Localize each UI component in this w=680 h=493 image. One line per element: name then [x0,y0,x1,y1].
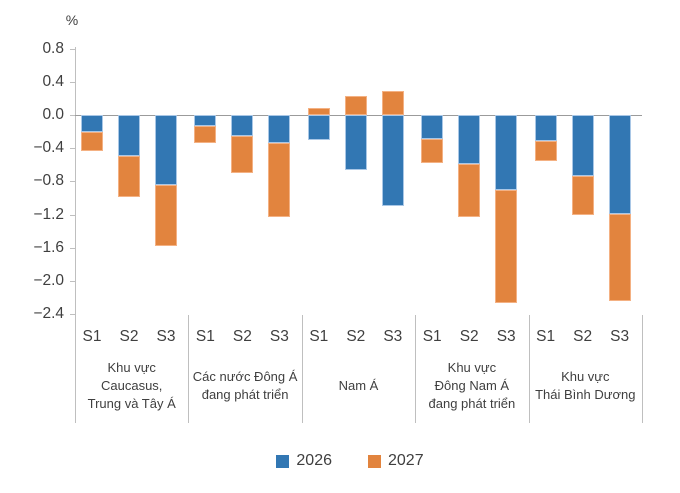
y-tick-mark [70,247,75,249]
group-separator [642,315,643,423]
group-label-line: Khu vực [561,369,610,384]
group-label-line: Khu vực [107,360,156,375]
subcat-label-s3: S3 [156,328,176,345]
y-tick-label: 0.0 [42,106,64,123]
group-label-4: Khu vực Đông Nam Á đang phát triển [415,358,528,414]
bar-segment-2026-g4-s2 [458,115,481,164]
bar-segment-2026-g4-s3 [495,115,518,190]
group-label-1: Khu vực Caucasus, Trung và Tây Á [75,358,188,414]
subcat-label-s3: S3 [496,328,516,345]
bar-segment-2026-g5-s1 [534,115,557,141]
group-separator [188,315,190,423]
y-tick-mark [70,148,75,150]
bar-segment-2027-g4-s2 [458,163,481,218]
bar-segment-2026-g2-s3 [268,115,291,144]
subcat-label-s1: S1 [82,328,102,345]
legend-item-2027: 2027 [368,452,424,470]
bar-segment-2027-g5-s2 [571,176,594,215]
bar-segment-2026-g3-s2 [344,115,367,170]
bar-segment-2027-g3-s1 [307,108,330,115]
subcat-label-s3: S3 [610,328,630,345]
subcat-label-s1: S1 [536,328,556,345]
subcat-label-s3: S3 [383,328,403,345]
legend: 2026 2027 [0,452,680,470]
subcat-label-s2: S2 [232,328,252,345]
bar-segment-2027-g2-s2 [231,135,254,174]
bar-segment-2027-g1-s2 [118,155,140,198]
bar-segment-2026-g3-s3 [381,115,404,207]
group-label-5: Khu vực Thái Bình Dương [529,358,642,414]
group-label-line: Đông Nam Á [434,378,510,393]
group-label-2: Các nước Đông Á đang phát triển [188,358,301,414]
bar-segment-2026-g5-s3 [608,115,631,214]
subcat-label-s1: S1 [422,328,442,345]
legend-label-2026: 2026 [296,452,332,469]
bar-segment-2027-g5-s1 [534,140,557,161]
group-label-line: Caucasus, [100,378,163,393]
legend-item-2026: 2026 [276,452,332,470]
subcat-label-s1: S1 [195,328,215,345]
group-label-line: đang phát triển [201,387,289,402]
bar-segment-2026-g2-s2 [231,115,254,136]
y-axis-unit-label: % [65,12,79,28]
bar-segment-2026-g4-s1 [421,115,444,140]
subcat-label-s1: S1 [309,328,329,345]
group-label-line: Thái Bình Dương [535,387,636,402]
y-tick-mark [70,281,75,282]
bar-segment-2026-g3-s1 [307,115,330,140]
y-tick-mark [70,181,75,183]
y-tick-label: −1.2 [33,205,64,223]
group-separator [301,315,303,423]
y-tick-label: −2.4 [33,305,64,323]
group-label-line: Trung và Tây Á [87,396,176,411]
bar-segment-2026-g1-s2 [118,115,140,156]
group-label-line: Nam Á [338,378,379,393]
subcat-label-s2: S2 [346,328,366,345]
bar-segment-2026-g1-s3 [155,115,177,185]
y-tick-label: −2.0 [33,272,64,289]
legend-label-2027: 2027 [388,452,424,469]
y-axis-line [75,47,76,423]
legend-swatch-2026 [276,454,290,468]
y-tick-mark [70,115,75,116]
y-tick-label: −1.6 [33,238,64,256]
subcat-label-s3: S3 [269,328,289,345]
y-tick-mark [70,81,75,83]
bar-segment-2027-g3-s2 [344,95,367,115]
bar-segment-2027-g4-s3 [495,189,518,303]
y-tick-mark [70,214,75,216]
legend-swatch-2027 [368,454,381,468]
y-tick-label: −0.4 [33,139,64,157]
bar-segment-2026-g1-s1 [81,115,103,133]
subcat-label-s2: S2 [573,328,593,345]
bar-segment-2027-g4-s1 [421,139,444,164]
group-label-line: Khu vực [447,360,497,375]
bar-segment-2026-g2-s1 [194,115,217,126]
bar-segment-2027-g2-s1 [194,125,217,144]
y-tick-label: −0.8 [33,172,64,190]
group-separator [528,315,530,423]
bar-segment-2026-g5-s2 [571,115,594,177]
y-tick-mark [70,314,75,316]
y-tick-mark [70,48,75,50]
bar-segment-2027-g1-s1 [81,132,103,151]
bar-segment-2027-g1-s3 [155,184,177,247]
group-label-line: Các nước Đông Á [192,369,298,384]
bar-segment-2027-g3-s3 [381,90,404,115]
y-tick-label: 0.4 [42,72,64,90]
group-label-line: đang phát triển [428,396,516,411]
group-label-3: Nam Á [302,358,415,414]
group-separator [415,315,417,423]
bar-segment-2027-g5-s3 [608,213,631,301]
bar-segment-2027-g2-s3 [268,143,291,218]
y-tick-label: 0.8 [42,39,64,57]
subcat-label-s2: S2 [119,328,139,345]
subcat-label-s2: S2 [459,328,479,345]
